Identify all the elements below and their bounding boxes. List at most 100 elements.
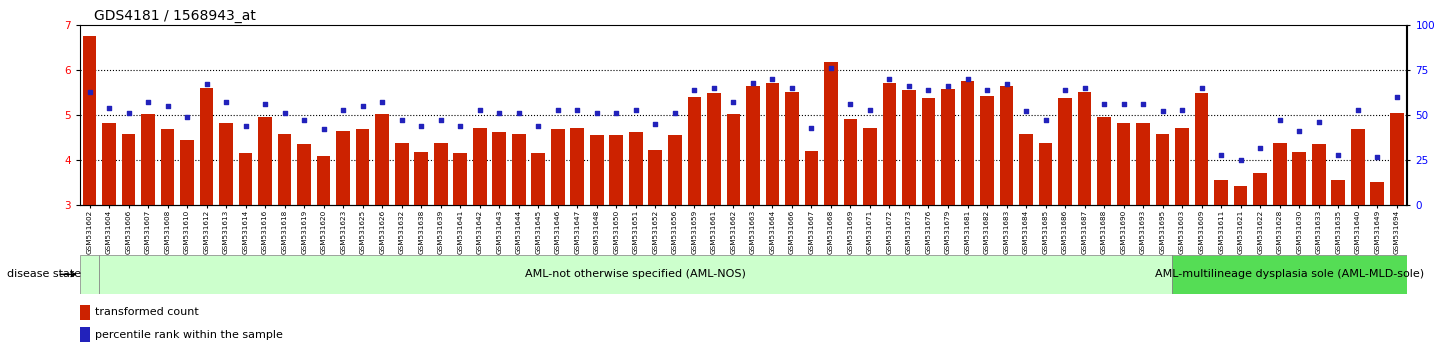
- Bar: [844, 119, 857, 205]
- Point: [663, 110, 686, 116]
- Point: [526, 123, 550, 129]
- Bar: [1331, 181, 1346, 205]
- Point: [605, 110, 628, 116]
- Point: [976, 87, 999, 93]
- Bar: [747, 86, 760, 205]
- Bar: [239, 153, 252, 205]
- Bar: [1137, 123, 1150, 205]
- Bar: [80, 255, 99, 294]
- Point: [780, 85, 803, 91]
- Bar: [454, 153, 467, 205]
- Bar: [473, 128, 487, 205]
- Point: [371, 99, 394, 105]
- Bar: [805, 151, 818, 205]
- Point: [157, 103, 180, 109]
- Point: [761, 76, 784, 82]
- Bar: [902, 90, 916, 205]
- Bar: [726, 114, 740, 205]
- Bar: [999, 86, 1014, 205]
- Point: [1230, 157, 1253, 163]
- Bar: [1077, 92, 1092, 205]
- Text: percentile rank within the sample: percentile rank within the sample: [94, 330, 283, 339]
- Point: [956, 76, 979, 82]
- Point: [566, 107, 589, 113]
- Bar: [863, 128, 877, 205]
- Point: [1248, 145, 1272, 150]
- Point: [312, 127, 335, 132]
- Point: [1190, 85, 1214, 91]
- Point: [487, 110, 510, 116]
- Point: [1346, 107, 1369, 113]
- Bar: [824, 62, 838, 205]
- Bar: [961, 81, 974, 205]
- Bar: [1253, 173, 1267, 205]
- Point: [1269, 118, 1292, 123]
- Bar: [102, 123, 116, 205]
- Point: [1034, 118, 1057, 123]
- Point: [1131, 101, 1154, 107]
- Point: [1306, 119, 1330, 125]
- Bar: [708, 93, 721, 205]
- Bar: [493, 132, 506, 205]
- Bar: [570, 128, 584, 205]
- Bar: [1156, 134, 1170, 205]
- Bar: [1273, 143, 1286, 205]
- Point: [448, 123, 471, 129]
- Point: [429, 118, 452, 123]
- Bar: [278, 135, 291, 205]
- Point: [702, 85, 725, 91]
- Bar: [1038, 143, 1053, 205]
- Point: [293, 118, 316, 123]
- Bar: [161, 130, 174, 205]
- Point: [390, 118, 413, 123]
- Point: [273, 110, 296, 116]
- Point: [1385, 94, 1408, 100]
- Bar: [609, 135, 624, 205]
- Text: AML-not otherwise specified (AML-NOS): AML-not otherwise specified (AML-NOS): [525, 269, 747, 279]
- Point: [215, 99, 238, 105]
- Bar: [629, 132, 642, 205]
- Bar: [200, 88, 213, 205]
- Bar: [80, 327, 90, 342]
- Bar: [99, 255, 1173, 294]
- Bar: [1019, 134, 1032, 205]
- Bar: [590, 135, 603, 205]
- Bar: [980, 96, 993, 205]
- Point: [937, 83, 960, 89]
- Point: [877, 76, 900, 82]
- Bar: [1234, 186, 1247, 205]
- Bar: [376, 114, 389, 205]
- Bar: [1351, 130, 1364, 205]
- Point: [995, 81, 1018, 87]
- Point: [644, 121, 667, 127]
- Point: [800, 125, 824, 131]
- Bar: [551, 130, 564, 205]
- Bar: [1370, 182, 1385, 205]
- Point: [1112, 101, 1135, 107]
- Bar: [355, 130, 370, 205]
- Bar: [83, 36, 96, 205]
- Point: [1170, 107, 1193, 113]
- Point: [741, 80, 764, 85]
- Point: [1327, 152, 1350, 158]
- Point: [175, 114, 199, 120]
- Point: [409, 123, 432, 129]
- Point: [898, 83, 921, 89]
- Bar: [1058, 98, 1072, 205]
- Point: [78, 89, 102, 95]
- Bar: [1173, 255, 1406, 294]
- Point: [136, 99, 160, 105]
- Bar: [180, 140, 194, 205]
- Point: [507, 110, 531, 116]
- Bar: [668, 135, 682, 205]
- Bar: [1116, 123, 1131, 205]
- Bar: [122, 135, 135, 205]
- Bar: [1214, 181, 1228, 205]
- Point: [1288, 129, 1311, 134]
- Point: [194, 81, 218, 87]
- Point: [858, 107, 882, 113]
- Point: [1366, 154, 1389, 159]
- Point: [1054, 87, 1077, 93]
- Point: [1073, 85, 1096, 91]
- Text: transformed count: transformed count: [94, 307, 199, 317]
